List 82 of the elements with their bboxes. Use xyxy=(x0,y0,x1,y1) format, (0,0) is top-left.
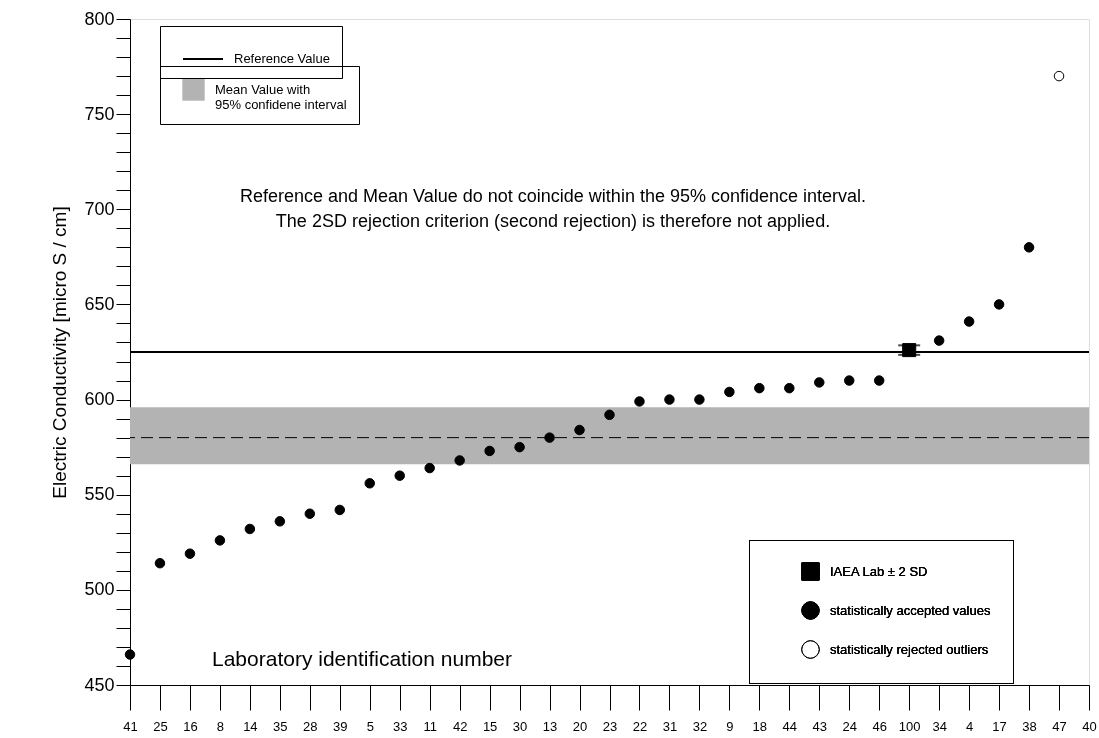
point xyxy=(544,432,555,443)
y-tick-label: 750 xyxy=(84,103,115,124)
legend-label: Reference Value xyxy=(234,51,330,66)
x-tick-label: 4 xyxy=(966,718,974,734)
x-tick-label: 20 xyxy=(572,718,588,734)
point xyxy=(844,375,855,386)
x-tick-label: 25 xyxy=(153,718,168,734)
x-tick-label: 42 xyxy=(452,718,468,734)
y-axis-title: Electric Conductivity [micro S / cm] xyxy=(49,206,71,499)
y-tick-label: 700 xyxy=(84,198,115,219)
x-axis-title: Laboratory identification number xyxy=(212,647,513,670)
point xyxy=(574,424,585,436)
x-tick-label: 24 xyxy=(842,718,857,734)
point xyxy=(664,394,675,405)
x-tick-label: 18 xyxy=(752,718,768,734)
y-tick-label: 500 xyxy=(84,579,115,600)
y-tick-label: 600 xyxy=(84,389,115,410)
point xyxy=(214,535,226,546)
x-tick-label: 8 xyxy=(216,718,225,734)
point xyxy=(364,478,375,489)
point xyxy=(784,382,795,394)
point xyxy=(902,343,917,358)
x-tick-label: 15 xyxy=(482,718,498,734)
point xyxy=(244,523,256,535)
x-tick-label: 13 xyxy=(542,718,558,734)
point xyxy=(963,316,975,327)
point xyxy=(514,441,525,453)
point xyxy=(394,470,405,481)
x-tick-label: 32 xyxy=(692,718,708,734)
point xyxy=(304,508,316,519)
x-tick-label: 28 xyxy=(303,718,318,734)
point xyxy=(873,375,885,386)
x-tick-label: 46 xyxy=(872,718,887,734)
x-tick-label: 11 xyxy=(423,718,437,734)
point xyxy=(1053,70,1065,82)
x-tick-label: 31 xyxy=(662,718,678,734)
point xyxy=(184,548,196,559)
point xyxy=(274,516,286,527)
annotation: Reference and Mean Value do not coincide within the 95% confidence interval. xyxy=(239,186,867,206)
point xyxy=(993,299,1005,310)
point xyxy=(154,557,166,569)
x-tick-label: 39 xyxy=(333,718,348,734)
point xyxy=(754,382,765,394)
x-tick-label: 100 xyxy=(898,718,921,734)
point xyxy=(454,455,465,466)
point xyxy=(334,504,346,516)
point xyxy=(124,649,136,660)
x-tick-label: 47 xyxy=(1052,718,1067,734)
point xyxy=(604,409,615,421)
point xyxy=(484,445,495,457)
x-tick-label: 44 xyxy=(782,718,798,734)
x-tick-label: 5 xyxy=(366,718,374,734)
point xyxy=(1023,242,1035,253)
x-tick-label: 30 xyxy=(512,718,528,734)
point xyxy=(694,394,705,405)
y-tick-label: 450 xyxy=(84,674,115,695)
y-tick-label: 550 xyxy=(84,484,115,505)
point xyxy=(933,335,945,346)
legend-label: IAEA Lab ± 2 SD xyxy=(830,563,928,579)
annotation: The 2SD rejection criterion (second rejection) is therefore not applied. xyxy=(275,211,831,231)
legend-label: statistically accepted values xyxy=(830,602,991,618)
y-tick-label: 650 xyxy=(84,293,115,314)
x-tick-label: 16 xyxy=(183,718,198,734)
point xyxy=(634,396,645,407)
x-tick-label: 40 xyxy=(1082,718,1097,734)
y-tick-label: 800 xyxy=(84,8,115,29)
point xyxy=(424,462,435,474)
x-tick-label: 41 xyxy=(123,718,138,734)
x-tick-label: 9 xyxy=(726,718,734,734)
x-tick-label: 33 xyxy=(392,718,408,734)
point xyxy=(814,377,825,388)
point xyxy=(724,386,735,398)
x-tick-label: 23 xyxy=(602,718,618,734)
x-tick-label: 38 xyxy=(1022,718,1037,734)
x-tick-label: 34 xyxy=(932,718,947,734)
x-tick-label: 35 xyxy=(273,718,288,734)
x-tick-label: 17 xyxy=(992,718,1007,734)
legend-label: Mean Value with 95% confidene interval xyxy=(215,81,347,112)
x-tick-label: 43 xyxy=(812,718,828,734)
legend-label: statistically rejected outliers xyxy=(830,641,989,657)
x-tick-label: 22 xyxy=(632,718,648,734)
x-tick-label: 14 xyxy=(243,718,258,734)
